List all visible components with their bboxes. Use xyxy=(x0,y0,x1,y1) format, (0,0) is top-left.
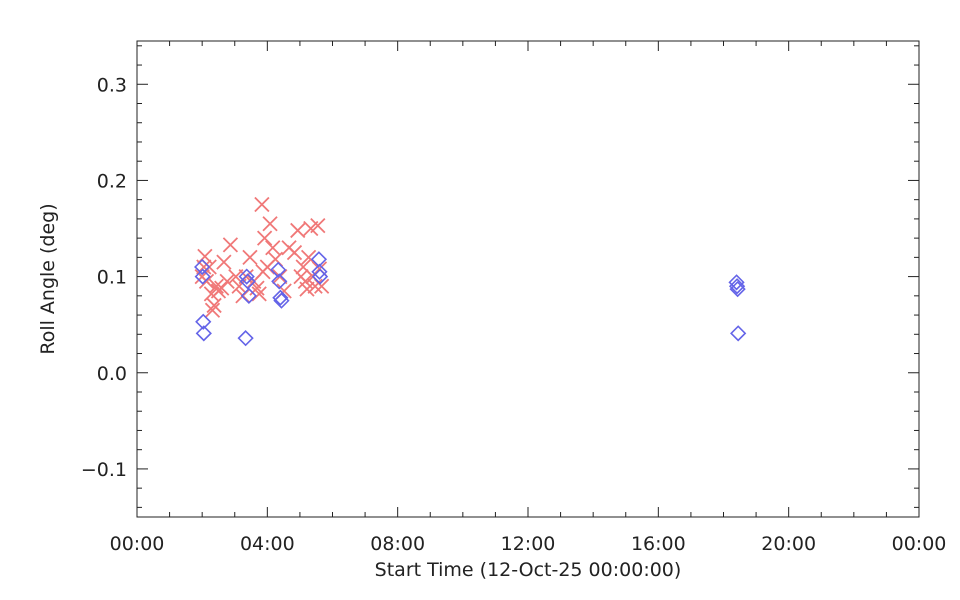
x-tick-label: 00:00 xyxy=(892,533,947,555)
x-axis-title: Start Time (12-Oct-25 00:00:00) xyxy=(375,559,682,581)
labels: 00:00 04:00 08:00 12:00 16:00 20:00 00:00 −0.1 0… xyxy=(81,74,947,555)
diamond-marker xyxy=(729,280,746,298)
x-marker xyxy=(251,286,267,302)
x-marker xyxy=(254,196,270,213)
x-marker xyxy=(214,280,230,296)
diamond-marker xyxy=(272,289,289,306)
diamond-marker xyxy=(270,261,287,278)
x-tick-label: 04:00 xyxy=(240,533,295,555)
diamond-marker xyxy=(730,325,747,342)
diamond-marker xyxy=(194,258,211,276)
diamond-marker xyxy=(194,268,211,285)
x-marker xyxy=(290,222,306,239)
plot-frame xyxy=(136,40,920,518)
diamond-marker xyxy=(238,268,255,285)
diamond-marker xyxy=(311,268,329,285)
x-marker xyxy=(208,278,224,294)
y-axis-title: Roll Angle (deg) xyxy=(37,203,59,354)
x-tick-label: 12:00 xyxy=(501,533,556,555)
diamond-marker xyxy=(271,273,288,290)
x-marker xyxy=(206,297,222,314)
x-marker xyxy=(307,278,323,294)
diamond-marker xyxy=(195,325,212,342)
x-marker xyxy=(265,240,281,256)
diamond-marker xyxy=(311,263,328,280)
diamond-marker xyxy=(240,287,258,304)
x-tick-label: 08:00 xyxy=(370,533,425,555)
x-marker xyxy=(216,254,232,270)
y-tick-label: −0.1 xyxy=(81,459,127,481)
x-tick-label: 20:00 xyxy=(761,533,816,555)
diamond-marker xyxy=(239,273,256,290)
series-2 xyxy=(194,251,747,347)
x-marker xyxy=(272,268,288,285)
x-marker xyxy=(262,216,278,232)
x-marker xyxy=(286,244,303,261)
diamond-marker xyxy=(237,330,254,347)
series-1 xyxy=(194,196,330,318)
x-marker xyxy=(204,302,221,318)
x-marker xyxy=(219,273,235,290)
axes xyxy=(136,40,920,518)
diamond-marker xyxy=(728,278,746,295)
y-tick-label: 0.0 xyxy=(97,363,127,385)
y-tick-label: 0.3 xyxy=(97,74,127,96)
diamond-marker xyxy=(273,292,290,309)
x-marker xyxy=(222,237,239,253)
diamond-marker xyxy=(728,274,745,291)
x-marker xyxy=(310,217,326,234)
y-tick-label: 0.2 xyxy=(97,170,127,192)
x-marker xyxy=(242,249,258,266)
x-marker xyxy=(256,230,273,246)
x-tick-label: 00:00 xyxy=(110,533,165,555)
x-marker xyxy=(299,281,315,297)
x-tick-label: 16:00 xyxy=(631,533,686,555)
y-tick-label: 0.1 xyxy=(97,267,127,289)
x-marker xyxy=(198,273,215,290)
diamond-marker xyxy=(195,313,212,330)
series-layer xyxy=(194,196,747,347)
